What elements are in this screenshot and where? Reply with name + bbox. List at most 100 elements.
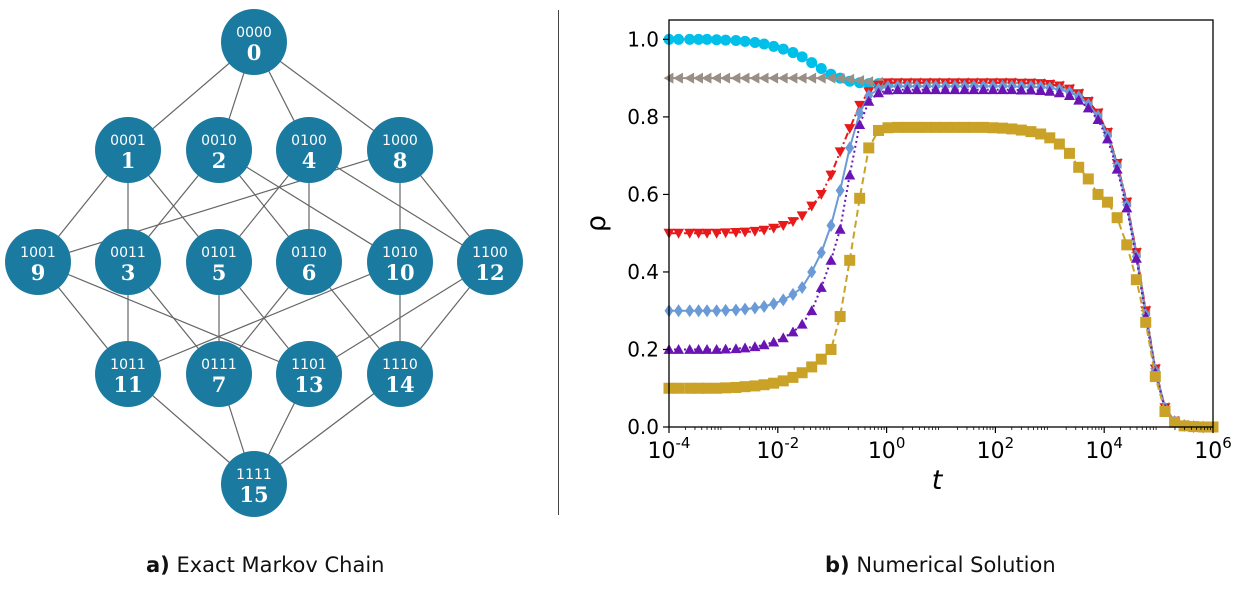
data-point [758,225,770,236]
state-index: 12 [475,260,504,285]
data-point [958,121,970,133]
data-point [996,84,1008,95]
data-point [731,303,741,317]
data-point [787,326,799,337]
data-point [1130,252,1142,263]
data-point [673,72,683,84]
state-bits: 0111 [201,357,237,373]
data-point [730,381,742,393]
data-point [1178,420,1190,432]
data-point [693,228,705,239]
data-point [863,76,874,88]
state-index: 14 [385,372,414,397]
x-tick-label: 102 [977,434,1015,464]
data-point [712,304,722,318]
data-point [1102,196,1114,208]
data-point [1111,212,1123,224]
data-point [977,121,989,133]
data-point [1149,371,1161,383]
state-bits: 1010 [382,245,418,261]
data-point [834,73,845,85]
data-point [854,74,865,86]
data-point [882,84,894,95]
state-index: 9 [31,260,46,285]
state-index: 10 [385,260,414,285]
data-point [825,343,837,355]
data-point [834,147,846,158]
data-point [1092,188,1104,200]
data-point [777,72,788,84]
data-point [930,84,942,95]
x-tick-base: 10 [868,439,896,464]
data-point [701,343,713,354]
data-point [759,299,769,313]
state-bits: 1100 [472,245,508,261]
data-point [701,382,713,394]
data-point [892,84,904,95]
data-point [711,34,723,46]
y-tick-label: 0.2 [627,337,659,361]
data-point [1015,84,1027,95]
state-bits: 1011 [110,357,146,373]
data-point [806,361,818,373]
y-axis-label: ρ [581,215,612,232]
data-point [1044,85,1056,96]
markov-chain-diagram: 0000000011001020100410008100190011301015… [5,9,523,517]
data-point [930,121,942,133]
data-point [720,34,732,46]
x-tick-exponent: 4 [1113,434,1123,452]
state-bits: 0010 [201,133,237,149]
data-point [882,122,894,134]
data-point [844,169,856,180]
data-point [769,297,779,311]
caption-b: b) Numerical Solution [825,553,1056,577]
state-node-circle [276,229,342,295]
plot-frame [668,19,1214,428]
state-index: 1 [121,148,136,173]
data-point [1130,274,1142,286]
data-point [711,382,723,394]
y-tick-label: 0.6 [627,182,659,206]
state-node-circle [95,117,161,183]
transition-edge [127,261,401,375]
data-point [711,228,723,239]
data-point [1006,123,1018,135]
data-point [1121,202,1133,213]
data-point [685,304,695,318]
data-point [816,246,826,260]
data-point [673,343,685,354]
data-point [796,211,808,222]
data-point [911,121,923,133]
x-tick-base: 10 [1085,439,1113,464]
data-point [949,121,961,133]
data-point [730,35,742,47]
caption-b-text: Numerical Solution [856,553,1056,577]
data-point [693,72,703,84]
data-point [892,121,904,133]
data-point [949,84,961,95]
data-point [1121,239,1133,251]
data-point [806,201,818,212]
data-point [1169,416,1181,428]
state-bits: 1101 [291,357,327,373]
state-index: 0 [247,40,262,65]
data-point [693,33,705,45]
data-point [694,304,704,318]
data-point [825,254,837,265]
data-point [787,217,799,228]
data-point [854,100,866,111]
data-point [778,293,788,307]
data-point [730,72,741,84]
data-point [787,371,799,383]
data-point [806,72,817,84]
state-index: 8 [393,148,408,173]
state-node-circle [95,341,161,407]
x-tick-label: 100 [868,434,906,464]
